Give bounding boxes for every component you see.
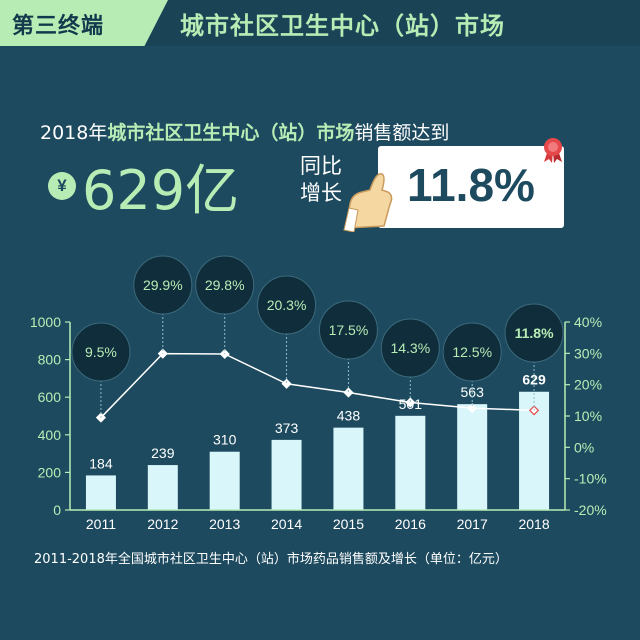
yen-icon: ¥ bbox=[48, 172, 76, 200]
right-tick-label: -10% bbox=[574, 471, 607, 487]
x-tick-label: 2016 bbox=[395, 516, 426, 532]
bar-value-label: 438 bbox=[337, 408, 361, 424]
left-tick-label: 200 bbox=[38, 464, 62, 480]
section-label: 第三终端 bbox=[12, 14, 105, 39]
growth-point bbox=[343, 387, 354, 398]
right-tick-label: 10% bbox=[574, 408, 602, 424]
pointing-hand-icon bbox=[343, 173, 393, 232]
ribbon-icon bbox=[544, 138, 562, 163]
yoy-label: 同比增长 bbox=[300, 154, 342, 205]
right-tick-label: 30% bbox=[574, 345, 602, 361]
bar bbox=[147, 465, 178, 510]
yoy-value: 11.8% bbox=[407, 159, 535, 211]
headline-prefix: 2018年 bbox=[40, 122, 108, 144]
growth-label: 14.3% bbox=[390, 340, 430, 356]
summary-headline: 2018年城市社区卫生中心（站）市场销售额达到 bbox=[40, 118, 449, 145]
growth-bubble bbox=[380, 318, 440, 378]
x-tick-label: 2017 bbox=[457, 516, 488, 532]
growth-bubble bbox=[318, 300, 378, 360]
x-tick-label: 2015 bbox=[333, 516, 364, 532]
growth-point bbox=[405, 397, 416, 408]
x-tick-label: 2014 bbox=[271, 516, 302, 532]
growth-line bbox=[100, 352, 535, 419]
growth-label: 12.5% bbox=[452, 344, 492, 360]
left-tick-label: 0 bbox=[53, 502, 61, 518]
x-tick-label: 2013 bbox=[209, 516, 240, 532]
bar bbox=[333, 427, 364, 510]
bar-value-label: 239 bbox=[151, 445, 175, 461]
growth-label: 17.5% bbox=[329, 322, 369, 338]
bar bbox=[395, 415, 426, 510]
bar bbox=[271, 439, 302, 510]
headline-suffix: 销售额达到 bbox=[354, 122, 450, 144]
bar-value-label: 629 bbox=[522, 372, 546, 388]
sales-value: 629亿 bbox=[82, 159, 240, 222]
x-tick-label: 2011 bbox=[86, 516, 116, 532]
yoy-card: 11.8% bbox=[378, 146, 564, 228]
growth-bubble bbox=[195, 255, 255, 315]
chart-caption: 2011-2018年全国城市社区卫生中心（站）市场药品销售额及增长（单位：亿元） bbox=[34, 552, 508, 567]
left-tick-label: 600 bbox=[38, 389, 62, 405]
right-tick-label: -20% bbox=[574, 502, 607, 518]
left-tick-label: 800 bbox=[38, 352, 62, 368]
x-tick-label: 2018 bbox=[518, 516, 549, 532]
bar-value-label: 184 bbox=[89, 455, 113, 471]
growth-point bbox=[281, 378, 292, 389]
left-tick-label: 1000 bbox=[30, 314, 61, 330]
bar bbox=[85, 475, 116, 510]
growth-bubble bbox=[71, 322, 131, 382]
growth-label: 29.9% bbox=[143, 277, 183, 293]
bar-value-label: 310 bbox=[213, 432, 237, 448]
growth-bubble bbox=[133, 255, 193, 315]
growth-label: 20.3% bbox=[267, 297, 307, 313]
growth-bubble bbox=[442, 322, 502, 382]
bar bbox=[209, 451, 240, 510]
bar bbox=[457, 404, 488, 510]
headline-highlight: 城市社区卫生中心（站）市场 bbox=[107, 122, 355, 144]
bar-value-label: 373 bbox=[275, 420, 299, 436]
growth-bubble bbox=[504, 303, 564, 363]
x-tick-label: 2012 bbox=[147, 516, 178, 532]
left-tick-label: 400 bbox=[38, 427, 62, 443]
right-tick-label: 40% bbox=[574, 314, 602, 330]
section-tab: 第三终端 bbox=[0, 0, 168, 46]
growth-label: 11.8% bbox=[515, 325, 554, 341]
growth-label: 29.8% bbox=[205, 277, 245, 293]
right-tick-label: 0% bbox=[574, 439, 594, 455]
page-title: 城市社区卫生中心（站）市场 bbox=[180, 12, 505, 40]
growth-bubble bbox=[257, 275, 317, 335]
right-tick-label: 20% bbox=[574, 377, 602, 393]
growth-label: 9.5% bbox=[85, 344, 117, 360]
